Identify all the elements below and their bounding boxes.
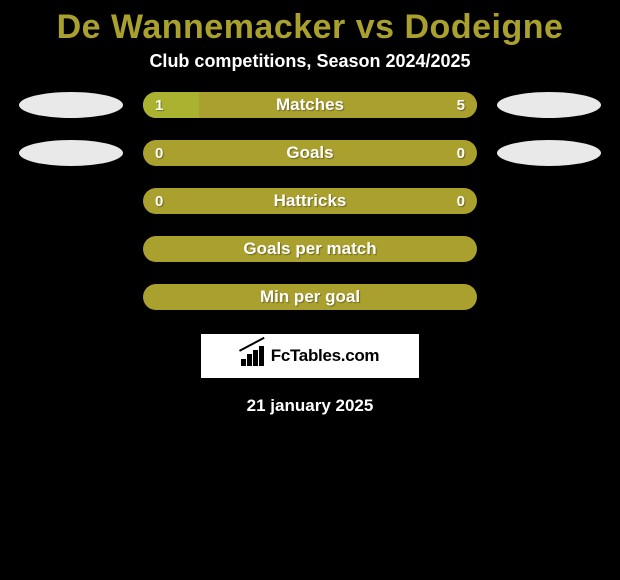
snapshot-date: 21 january 2025 [0,396,620,416]
stat-bar: Hattricks00 [143,188,477,214]
stat-row: Hattricks00 [0,188,620,214]
comparison-title: De Wannemacker vs Dodeigne [0,0,620,51]
stat-row: Matches15 [0,92,620,118]
brand-text: FcTables.com [271,346,380,366]
comparison-subtitle: Club competitions, Season 2024/2025 [0,51,620,92]
brand-logo-box: FcTables.com [201,334,419,378]
stat-row: Min per goal [0,284,620,310]
player-right-marker [497,92,601,118]
stat-bar-right-fill [143,188,477,214]
player-left-marker [19,140,123,166]
stat-bar: Goals00 [143,140,477,166]
stat-rows: Matches15 Goals00 Hattricks00 Goals per mat… [0,92,620,310]
stat-bar-right-fill [199,92,477,118]
stat-bar: Matches15 [143,92,477,118]
brand-chart-icon [241,346,265,366]
stat-bar: Goals per match [143,236,477,262]
stat-bar-right-fill [143,140,477,166]
player-right-marker [497,140,601,166]
stat-row: Goals per match [0,236,620,262]
stat-bar-right-fill [143,236,477,262]
stat-bar-left-fill [143,92,199,118]
player-left-marker [19,92,123,118]
stat-row: Goals00 [0,140,620,166]
stat-bar-right-fill [143,284,477,310]
stat-bar: Min per goal [143,284,477,310]
